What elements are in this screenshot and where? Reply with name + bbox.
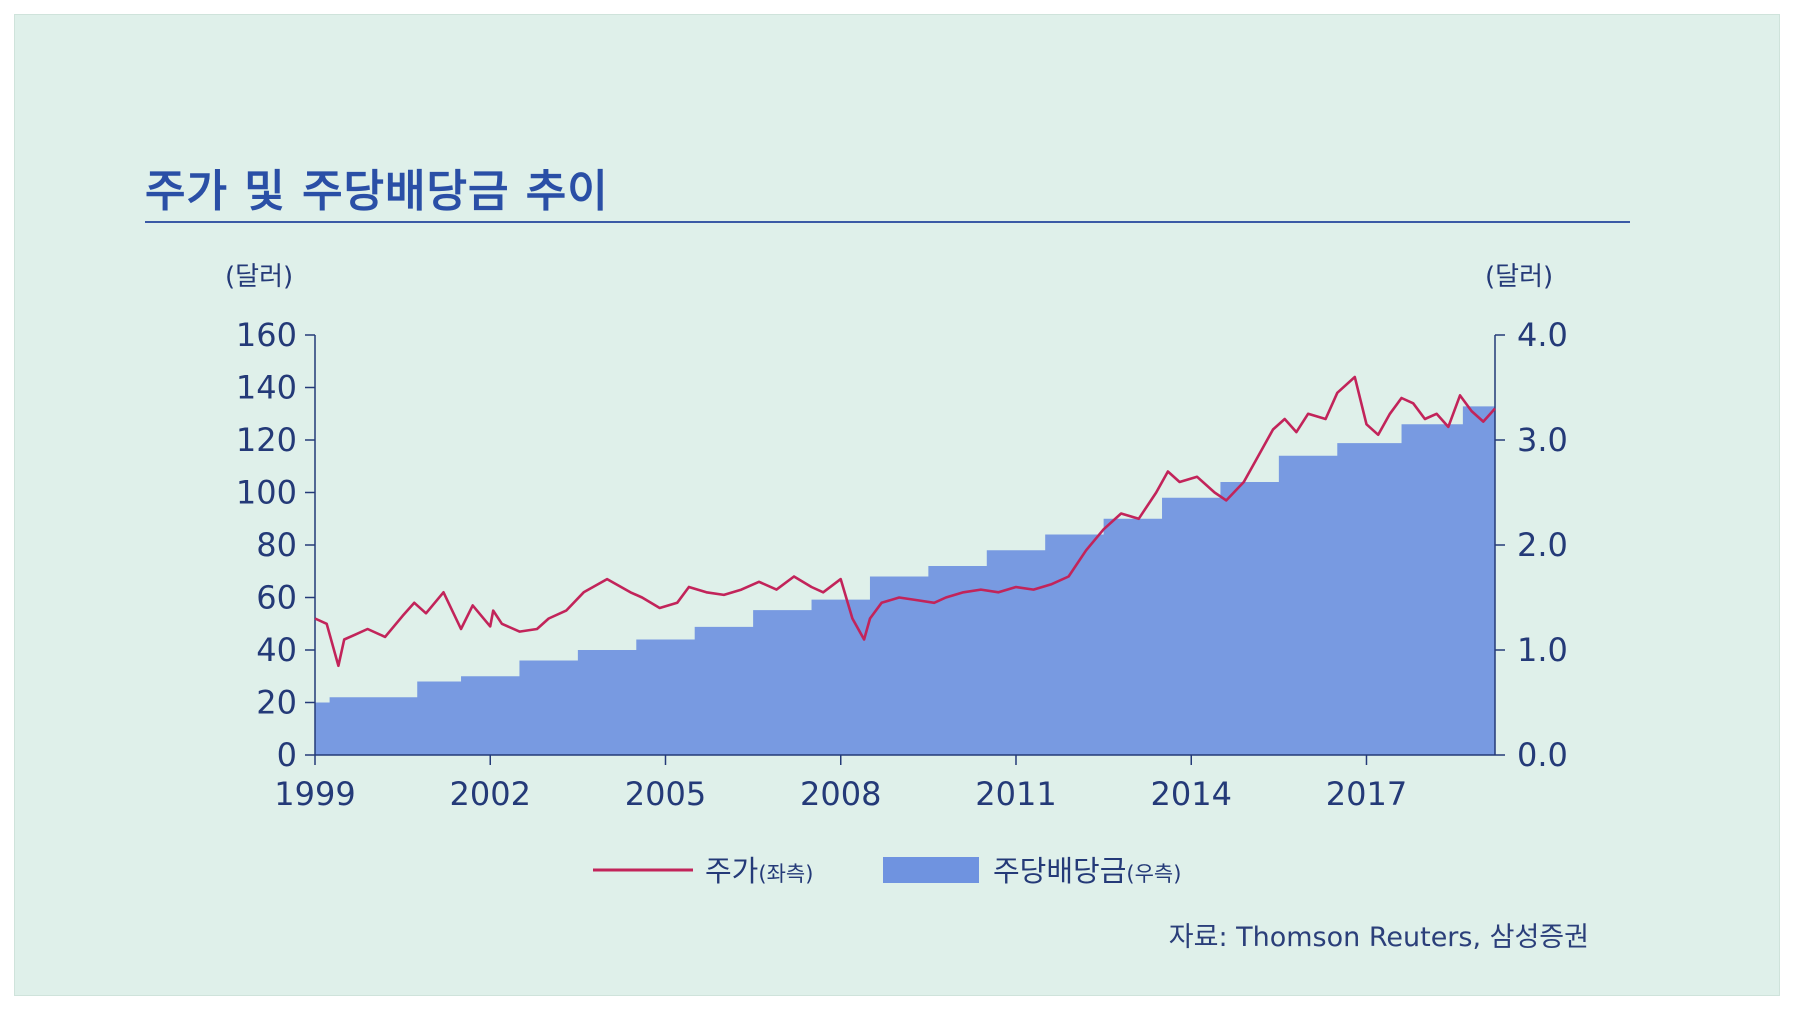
left-tick-label: 120 <box>236 421 297 459</box>
tick-layer: 160 140 120 100 80 60 40 20 0 4.0 3.0 2.0 1.0 0.0 1999… <box>236 316 1568 813</box>
price-line <box>314 375 1496 668</box>
x-tick-label: 2002 <box>450 775 531 813</box>
price-line-layer <box>314 375 1496 668</box>
title-divider <box>145 221 1630 223</box>
left-tick-label: 160 <box>236 316 297 354</box>
left-tick-label: 80 <box>256 526 297 564</box>
legend-dividend-label: 주당배당금 <box>993 854 1126 888</box>
svg-text:주가(좌측): 주가(좌측) <box>705 854 813 888</box>
x-tick-label: 2017 <box>1326 775 1407 813</box>
left-tick-label: 20 <box>256 684 297 722</box>
chart-title: 주가 및 주당배당금 추이 <box>145 166 609 217</box>
x-tick-label: 2014 <box>1151 775 1232 813</box>
right-tick-label: 3.0 <box>1517 421 1568 459</box>
left-axis-unit-label: (달러) <box>225 262 293 292</box>
left-tick-label: 0 <box>277 736 297 774</box>
right-axis-unit-label: (달러) <box>1485 262 1553 292</box>
source-note: 자료: Thomson Reuters, 삼성증권 <box>1168 922 1589 953</box>
legend: 주가(좌측) 주당배당금(우측) <box>593 854 1181 888</box>
left-tick-label: 100 <box>236 474 297 512</box>
x-tick-label: 1999 <box>274 775 355 813</box>
right-tick-label: 0.0 <box>1517 736 1568 774</box>
right-tick-label: 1.0 <box>1517 631 1568 669</box>
legend-dividend-side: (우측) <box>1126 862 1181 886</box>
x-tick-label: 2008 <box>800 775 881 813</box>
legend-price-label: 주가 <box>705 854 758 888</box>
axes-layer: (달러) (달러) <box>225 262 1553 756</box>
legend-dividend-swatch <box>883 857 979 883</box>
x-tick-label: 2011 <box>975 775 1056 813</box>
svg-text:주당배당금(우측): 주당배당금(우측) <box>993 854 1181 888</box>
left-tick-label: 60 <box>256 579 297 617</box>
report-page: 주가 및 주당배당금 추이 (달러) (달러) 160 140 120 100 80 60… <box>14 14 1780 996</box>
right-tick-label: 2.0 <box>1517 526 1568 564</box>
left-tick-label: 40 <box>256 631 297 669</box>
left-tick-label: 140 <box>236 369 297 407</box>
dividend-area <box>315 387 1495 755</box>
right-tick-label: 4.0 <box>1517 316 1568 354</box>
dividend-area-layer <box>315 387 1495 755</box>
chart-canvas: (달러) (달러) 160 140 120 100 80 60 40 20 0 4.0 3.0 2.0… <box>225 262 1568 888</box>
x-tick-label: 2005 <box>625 775 706 813</box>
legend-price-side: (좌측) <box>758 862 813 886</box>
